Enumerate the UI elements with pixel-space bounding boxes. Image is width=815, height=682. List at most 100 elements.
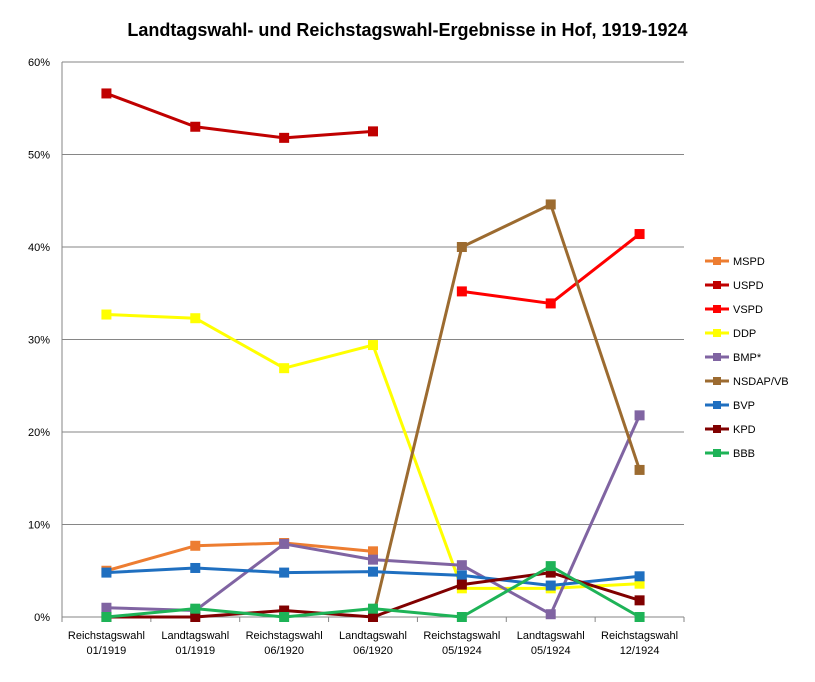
y-tick-label: 60%: [28, 57, 50, 69]
x-tick-label: Landtagswahl: [161, 630, 229, 642]
x-tick-label: 12/1924: [620, 645, 660, 657]
legend-item: USPD: [705, 280, 764, 292]
x-tick-label: 06/1920: [353, 645, 393, 657]
legend-swatch-marker: [713, 305, 721, 313]
data-point: [634, 229, 645, 240]
legend-item: VSPD: [705, 304, 763, 316]
data-point: [545, 298, 556, 309]
legend-swatch-marker: [713, 449, 721, 457]
legend-item: MSPD: [705, 256, 765, 268]
data-point: [545, 561, 556, 572]
data-point: [368, 612, 378, 622]
legend-item: DDP: [705, 328, 756, 340]
y-tick-label: 20%: [28, 427, 50, 439]
x-tick-label: 01/1919: [87, 645, 127, 657]
data-point: [456, 286, 467, 297]
legend-item: BVP: [705, 400, 755, 412]
y-tick-label: 40%: [28, 242, 50, 254]
legend-item: KPD: [705, 424, 756, 436]
data-point: [456, 560, 467, 571]
data-point: [190, 121, 201, 132]
series-vspd: [456, 229, 645, 309]
y-tick-label: 30%: [28, 335, 50, 347]
legend-item: NSDAP/VB: [705, 376, 789, 388]
data-point: [368, 340, 378, 351]
legend-swatch-marker: [713, 329, 721, 337]
series-line: [371, 202, 641, 618]
series-bbb: [101, 561, 645, 622]
x-tick-label: 01/1919: [175, 645, 215, 657]
x-tick-label: Reichstagswahl: [68, 630, 145, 642]
legend-swatch-marker: [713, 353, 721, 361]
axes: 0% 10% 20% 30% 40% 50% 60% Reichstagswahl 01/191…: [28, 57, 685, 657]
data-point: [456, 579, 467, 590]
gridlines: [62, 61, 684, 525]
series-line: [105, 92, 374, 140]
series-lines: [101, 88, 645, 622]
legend-item: BMP*: [705, 352, 762, 364]
legend-label: MSPD: [733, 256, 765, 268]
legend: MSPD USPD VSPD DDP BMP* NSDAP/VB BVP KPD BBB: [705, 256, 789, 460]
data-point: [101, 309, 112, 320]
data-point: [101, 602, 112, 613]
legend-swatch-marker: [713, 281, 721, 289]
legend-label: BVP: [733, 400, 755, 412]
data-point: [456, 612, 467, 622]
y-tick-label: 10%: [28, 520, 50, 532]
y-tick-label: 50%: [28, 150, 50, 162]
data-point: [456, 570, 467, 581]
data-point: [634, 410, 645, 421]
data-point: [368, 566, 378, 577]
data-point: [101, 567, 112, 578]
chart-title: Landtagswahl- und Reichstagswahl-Ergebni…: [127, 20, 688, 40]
legend-label: NSDAP/VB: [733, 376, 789, 388]
data-point: [279, 538, 290, 549]
data-point: [279, 612, 290, 622]
data-point: [279, 132, 290, 143]
x-tick-label: Landtagswahl: [339, 630, 407, 642]
data-point: [368, 603, 378, 614]
data-point: [368, 126, 378, 137]
data-point: [634, 595, 645, 606]
series-bmp-: [101, 410, 645, 620]
legend-swatch-marker: [713, 257, 721, 265]
legend-item: BBB: [705, 448, 755, 460]
data-point: [279, 605, 290, 616]
data-point: [368, 554, 378, 565]
data-point: [545, 567, 556, 578]
data-point: [101, 88, 112, 99]
x-tick-label: Reichstagswahl: [601, 630, 678, 642]
data-point: [634, 612, 645, 622]
legend-label: USPD: [733, 280, 764, 292]
data-point: [190, 540, 201, 551]
x-tick-label: 05/1924: [531, 645, 571, 657]
data-point: [190, 612, 201, 622]
data-point: [368, 546, 378, 557]
data-point: [190, 562, 201, 573]
legend-label: BMP*: [733, 352, 762, 364]
series-uspd: [101, 88, 378, 143]
legend-label: DDP: [733, 328, 756, 340]
series-bvp: [101, 562, 645, 591]
data-point: [545, 609, 556, 620]
data-point: [634, 571, 645, 582]
data-point: [634, 578, 645, 589]
data-point: [279, 363, 290, 374]
x-tick-label: 05/1924: [442, 645, 482, 657]
x-tick-label: Reichstagswahl: [246, 630, 323, 642]
x-tick-label: Landtagswahl: [517, 630, 585, 642]
series-line: [461, 232, 641, 305]
legend-swatch-marker: [713, 401, 721, 409]
x-tick-label: Reichstagswahl: [423, 630, 500, 642]
data-point: [279, 567, 290, 578]
data-point: [634, 464, 645, 475]
legend-label: BBB: [733, 448, 755, 460]
legend-label: VSPD: [733, 304, 763, 316]
legend-swatch-marker: [713, 377, 721, 385]
data-point: [190, 603, 201, 614]
data-point: [545, 199, 556, 210]
legend-label: KPD: [733, 424, 756, 436]
data-point: [545, 580, 556, 591]
data-point: [190, 313, 201, 324]
